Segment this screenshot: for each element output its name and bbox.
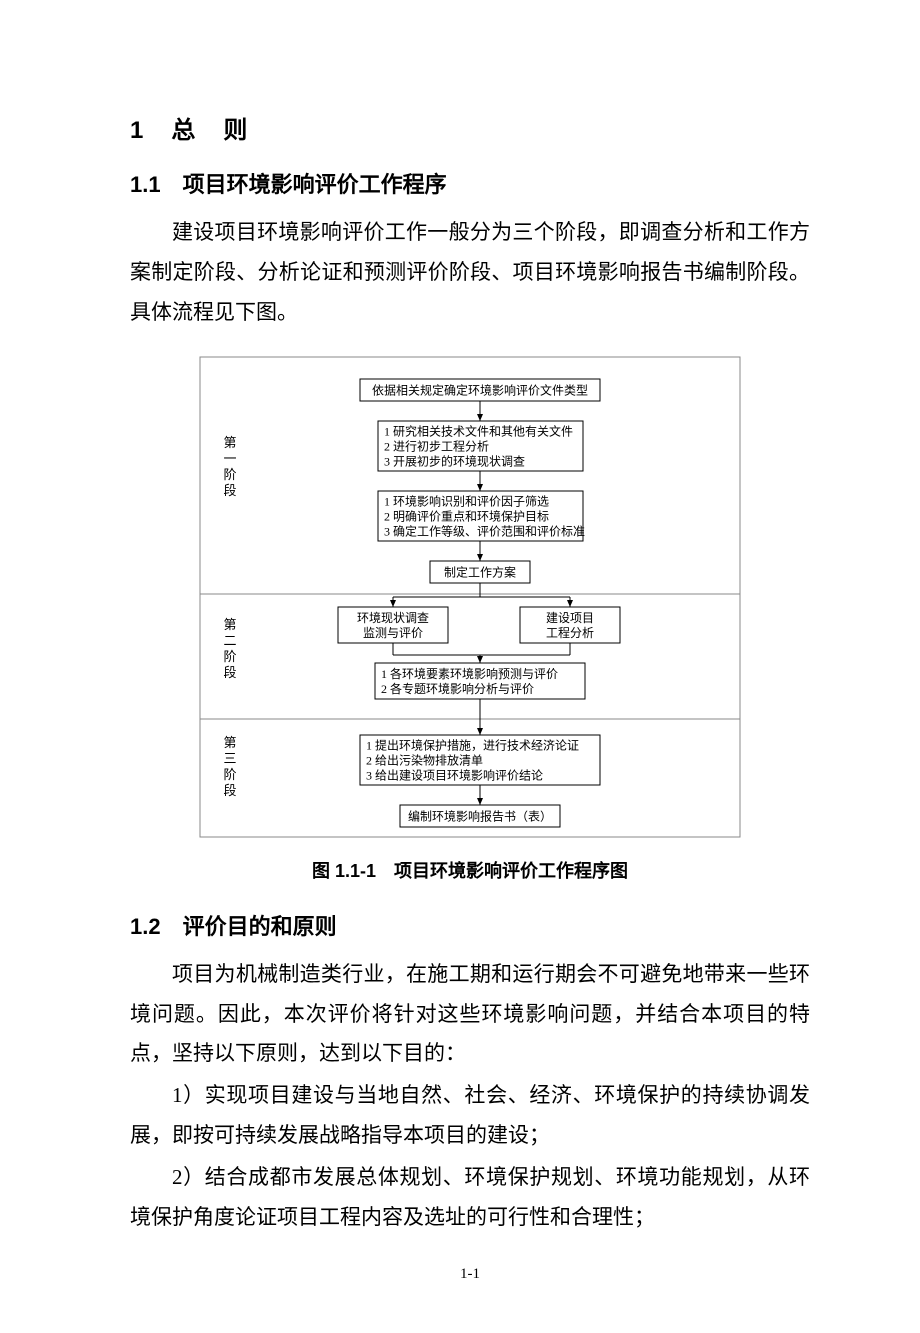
heading-1: 1 总 则: [130, 110, 810, 145]
figure-caption: 图 1.1-1 项目环境影响评价工作程序图: [130, 857, 810, 883]
heading-1-2: 1.2 评价目的和原则: [130, 909, 810, 941]
section-1-1: 1.1 项目环境影响评价工作程序 建设项目环境影响评价工作一般分为三个阶段，即调…: [130, 167, 810, 883]
heading-1-1: 1.1 项目环境影响评价工作程序: [130, 167, 810, 199]
svg-text:阶: 阶: [223, 767, 236, 782]
svg-text:2 各专题环境影响分析与评价: 2 各专题环境影响分析与评价: [381, 681, 534, 696]
svg-text:1 提出环境保护措施，进行技术经济论证: 1 提出环境保护措施，进行技术经济论证: [366, 737, 579, 752]
paragraph-p2: 项目为机械制造类行业，在施工期和运行期会不可避免地带来一些环境问题。因此，本次评…: [130, 955, 810, 1075]
svg-text:第: 第: [223, 735, 236, 750]
svg-text:二: 二: [223, 633, 236, 648]
document-page: 1 总 则 1.1 项目环境影响评价工作程序 建设项目环境影响评价工作一般分为三…: [0, 0, 920, 1333]
paragraph-intro: 建设项目环境影响评价工作一般分为三个阶段，即调查分析和工作方案制定阶段、分析论证…: [130, 213, 810, 333]
svg-text:依据相关规定确定环境影响评价文件类型: 依据相关规定确定环境影响评价文件类型: [372, 382, 588, 397]
flowchart-container: 第一阶段第二阶段第三阶段依据相关规定确定环境影响评价文件类型1 研究相关技术文件…: [130, 347, 810, 847]
flowchart-diagram: 第一阶段第二阶段第三阶段依据相关规定确定环境影响评价文件类型1 研究相关技术文件…: [190, 347, 750, 847]
svg-text:三: 三: [223, 751, 236, 766]
svg-text:3 给出建设项目环境影响评价结论: 3 给出建设项目环境影响评价结论: [366, 767, 543, 782]
svg-text:段: 段: [223, 483, 236, 498]
page-number: 1-1: [130, 1266, 810, 1283]
svg-text:阶: 阶: [223, 467, 236, 482]
svg-text:一: 一: [223, 451, 236, 466]
svg-text:编制环境影响报告书（表）: 编制环境影响报告书（表）: [408, 808, 552, 823]
svg-text:2 明确评价重点和环境保护目标: 2 明确评价重点和环境保护目标: [384, 508, 549, 523]
svg-text:环境现状调查: 环境现状调查: [357, 610, 429, 625]
svg-text:第: 第: [223, 435, 236, 450]
svg-text:建设项目: 建设项目: [546, 611, 594, 625]
svg-text:段: 段: [223, 665, 236, 680]
svg-text:2 给出污染物排放清单: 2 给出污染物排放清单: [366, 752, 483, 767]
paragraph-p4: 2）结合成都市发展总体规划、环境保护规划、环境功能规划，从环境保护角度论证项目工…: [130, 1158, 810, 1238]
svg-text:2 进行初步工程分析: 2 进行初步工程分析: [384, 438, 489, 453]
section-1-2: 1.2 评价目的和原则 项目为机械制造类行业，在施工期和运行期会不可避免地带来一…: [130, 909, 810, 1238]
svg-text:3 开展初步的环境现状调查: 3 开展初步的环境现状调查: [384, 453, 525, 468]
svg-text:3 确定工作等级、评价范围和评价标准: 3 确定工作等级、评价范围和评价标准: [384, 523, 585, 538]
svg-text:1 环境影响识别和评价因子筛选: 1 环境影响识别和评价因子筛选: [384, 493, 549, 508]
svg-text:第: 第: [223, 617, 236, 632]
svg-text:1 研究相关技术文件和其他有关文件: 1 研究相关技术文件和其他有关文件: [384, 423, 573, 438]
svg-text:工程分析: 工程分析: [546, 625, 594, 640]
svg-text:段: 段: [223, 783, 236, 798]
svg-text:1 各环境要素环境影响预测与评价: 1 各环境要素环境影响预测与评价: [381, 666, 558, 681]
svg-text:制定工作方案: 制定工作方案: [444, 564, 516, 579]
svg-text:阶: 阶: [223, 649, 236, 664]
svg-text:监测与评价: 监测与评价: [363, 626, 423, 640]
paragraph-p3: 1）实现项目建设与当地自然、社会、经济、环境保护的持续协调发展，即按可持续发展战…: [130, 1076, 810, 1156]
